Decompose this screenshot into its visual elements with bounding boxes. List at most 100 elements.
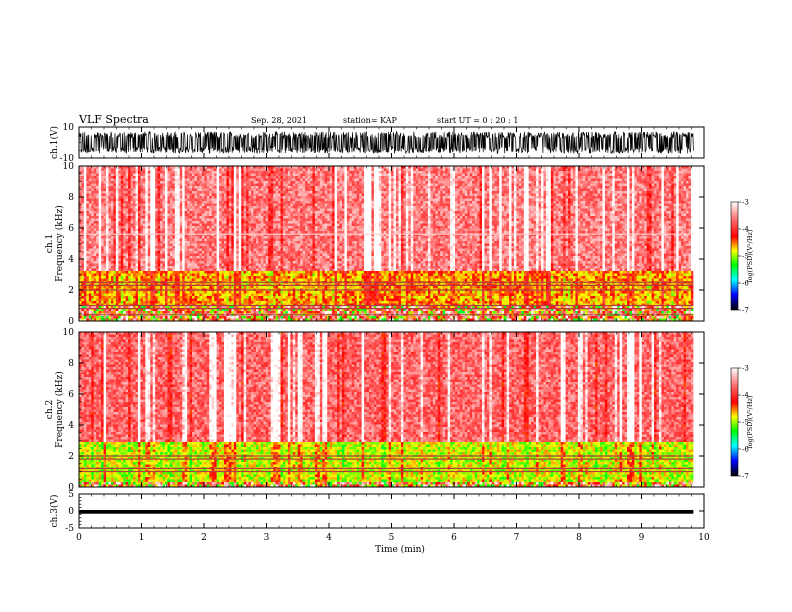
spectrogram-cell	[580, 201, 583, 204]
spectrogram-cell	[145, 174, 148, 177]
spectrogram-cell	[140, 204, 143, 207]
spectrogram-cell	[448, 201, 451, 204]
spectrogram-cell	[239, 199, 242, 202]
spectrogram-cell	[271, 199, 274, 202]
spectrogram-cell	[172, 199, 175, 202]
spectrogram-cell	[315, 176, 318, 179]
spectrogram-cell	[492, 181, 495, 184]
spectrogram-cell	[617, 196, 620, 199]
spectrogram-cell	[113, 176, 116, 179]
spectrogram-cell	[610, 169, 613, 172]
spectrogram-cell	[475, 189, 478, 192]
spectrogram-cell	[504, 199, 507, 202]
spectrogram-cell	[354, 184, 357, 187]
spectrogram-cell	[367, 201, 370, 204]
spectrogram-cell	[553, 181, 556, 184]
spectrogram-cell	[669, 194, 672, 197]
spectrogram-cell	[371, 194, 374, 197]
spectrogram-cell	[509, 201, 512, 204]
spectrogram-cell	[465, 196, 468, 199]
spectrogram-cell	[204, 179, 207, 182]
spectrogram-cell	[276, 194, 279, 197]
spectrogram-cell	[374, 169, 377, 172]
spectrogram-cell	[340, 176, 343, 179]
spectrogram-cell	[688, 181, 691, 184]
spectrogram-cell	[681, 169, 684, 172]
spectrogram-cell	[379, 184, 382, 187]
spectrogram-cell	[455, 189, 458, 192]
spectrogram-cell	[524, 174, 527, 177]
spectrogram-cell	[381, 174, 384, 177]
spectrogram-cell	[484, 171, 487, 174]
spectrogram-cell	[580, 191, 583, 194]
spectrogram-cell	[551, 189, 554, 192]
spectrogram-cell	[308, 176, 311, 179]
spectrogram-cell	[553, 179, 556, 182]
spectrogram-cell	[352, 179, 355, 182]
spectrogram-cell	[295, 189, 298, 192]
spectrogram-cell	[583, 199, 586, 202]
spectrogram-cell	[340, 201, 343, 204]
spectrogram-cell	[327, 194, 330, 197]
spectrogram-cell	[89, 174, 92, 177]
spectrogram-cell	[234, 186, 237, 189]
spectrogram-cell	[639, 189, 642, 192]
spectrogram-cell	[204, 174, 207, 177]
spectrogram-cell	[487, 184, 490, 187]
spectrogram-cell	[118, 181, 121, 184]
spectrogram-cell	[428, 189, 431, 192]
spectrogram-cell	[435, 196, 438, 199]
spectrogram-cell	[150, 194, 153, 197]
spectrogram-cell	[649, 174, 652, 177]
spectrogram-cell	[659, 186, 662, 189]
spectrogram-cell	[674, 194, 677, 197]
spectrogram-cell	[475, 169, 478, 172]
spectrogram-cell	[128, 199, 131, 202]
spectrogram-cell	[231, 186, 234, 189]
spectrogram-cell	[381, 171, 384, 174]
spectrogram-cell	[443, 176, 446, 179]
spectrogram-cell	[337, 169, 340, 172]
spectrogram-cell	[263, 171, 266, 174]
spectrogram-cell	[652, 196, 655, 199]
spectrogram-cell	[480, 199, 483, 202]
spectrogram-cell	[622, 179, 625, 182]
spectrogram-cell	[303, 176, 306, 179]
spectrogram-cell	[568, 171, 571, 174]
spectrogram-cell	[185, 179, 188, 182]
spectrogram-cell	[625, 181, 628, 184]
spectrogram-cell	[433, 194, 436, 197]
spectrogram-cell	[197, 204, 200, 207]
spectrogram-cell	[381, 186, 384, 189]
spectrogram-cell	[140, 171, 143, 174]
spectrogram-cell	[384, 174, 387, 177]
spectrogram-cell	[430, 176, 433, 179]
spectrogram-cell	[551, 181, 554, 184]
spectrogram-cell	[504, 191, 507, 194]
spectrogram-cell	[457, 181, 460, 184]
spectrogram-cell	[499, 191, 502, 194]
spectrogram-cell	[249, 174, 252, 177]
spectrogram-cell	[516, 186, 519, 189]
spectrogram-cell	[595, 169, 598, 172]
spectrogram-cell	[320, 179, 323, 182]
spectrogram-cell	[553, 186, 556, 189]
spectrogram-cell	[470, 199, 473, 202]
spectrogram-cell	[578, 171, 581, 174]
spectrogram-cell	[426, 176, 429, 179]
spectrogram-cell	[521, 184, 524, 187]
spectrogram-cell	[293, 179, 296, 182]
spectrogram-cell	[598, 201, 601, 204]
spectrogram-cell	[371, 181, 374, 184]
spectrogram-cell	[681, 191, 684, 194]
spectrogram-cell	[131, 194, 134, 197]
spectrogram-cell	[145, 186, 148, 189]
spectrogram-cell	[138, 174, 141, 177]
spectrogram-cell	[374, 181, 377, 184]
spectrogram-cell	[512, 179, 515, 182]
spectrogram-cell	[416, 196, 419, 199]
spectrogram-cell	[666, 181, 669, 184]
spectrogram-cell	[128, 191, 131, 194]
spectrogram-cell	[251, 189, 254, 192]
spectrogram-cell	[607, 184, 610, 187]
